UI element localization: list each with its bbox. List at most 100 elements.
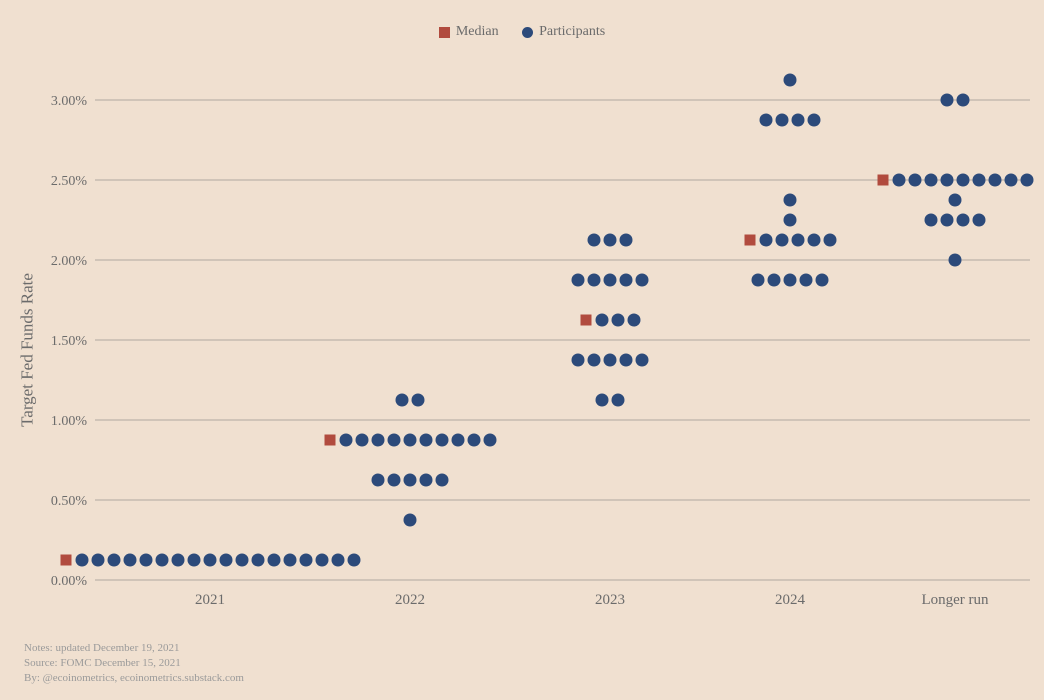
y-axis-label: Target Fed Funds Rate — [17, 273, 37, 427]
median-marker — [325, 435, 336, 446]
participant-dot — [792, 234, 805, 247]
participant-dot — [404, 474, 417, 487]
participant-dot — [340, 434, 353, 447]
participant-dot — [760, 234, 773, 247]
participant-dot — [620, 354, 633, 367]
participant-dot — [604, 234, 617, 247]
y-tick-label: 0.00% — [51, 574, 88, 589]
participant-dot — [949, 194, 962, 207]
participant-dot — [824, 234, 837, 247]
participant-dot — [436, 434, 449, 447]
participant-dot — [156, 554, 169, 567]
participant-dot — [784, 74, 797, 87]
participant-dot — [108, 554, 121, 567]
participant-dot — [92, 554, 105, 567]
participant-dot — [957, 214, 970, 227]
participant-dot — [909, 174, 922, 187]
participant-dot — [436, 474, 449, 487]
participant-dot — [220, 554, 233, 567]
participant-dot — [596, 314, 609, 327]
participant-dot — [760, 114, 773, 127]
participant-dot — [957, 94, 970, 107]
participant-dot — [188, 554, 201, 567]
participant-dot — [973, 214, 986, 227]
participant-dot — [1005, 174, 1018, 187]
participant-dot — [604, 274, 617, 287]
participant-dot — [388, 434, 401, 447]
participant-dot — [372, 474, 385, 487]
participant-dot — [76, 554, 89, 567]
participant-dot — [957, 174, 970, 187]
participant-dot — [420, 474, 433, 487]
participant-dot — [784, 194, 797, 207]
participant-dot — [800, 274, 813, 287]
participant-dot — [140, 554, 153, 567]
participant-dot — [468, 434, 481, 447]
participant-dot — [420, 434, 433, 447]
median-marker — [745, 235, 756, 246]
participant-dot — [332, 554, 345, 567]
participant-dot — [284, 554, 297, 567]
participant-dot — [620, 234, 633, 247]
participant-dot — [989, 174, 1002, 187]
participant-dot — [588, 274, 601, 287]
participant-dot — [636, 274, 649, 287]
participant-dot — [588, 234, 601, 247]
participant-dot — [792, 114, 805, 127]
y-tick-label: 1.50% — [51, 334, 88, 349]
footer-notes: Notes: updated December 19, 2021 Source:… — [24, 641, 244, 686]
plot-area: 0.00% 0.50% 1.00% 1.50% 2.00% 2.50% 3.00% 2021 2… — [0, 0, 1044, 700]
legend: Median Participants — [0, 24, 1044, 43]
participant-dot — [372, 434, 385, 447]
participant-dot — [636, 354, 649, 367]
participant-dot — [236, 554, 249, 567]
participant-dot — [784, 274, 797, 287]
legend-item-median: Median — [439, 24, 499, 40]
participant-dot — [404, 434, 417, 447]
fed-dot-plot-chart: Median Participants Target Fed Funds Rat… — [0, 0, 1044, 700]
participant-dot — [941, 174, 954, 187]
participant-dot — [412, 394, 425, 407]
participant-dot — [628, 314, 641, 327]
participant-dot — [348, 554, 361, 567]
participant-dot — [316, 554, 329, 567]
legend-item-participants: Participants — [522, 24, 605, 40]
participant-dot — [768, 274, 781, 287]
participant-dot — [268, 554, 281, 567]
participant-dot — [596, 394, 609, 407]
median-swatch — [439, 27, 450, 38]
median-marker — [878, 175, 889, 186]
y-tick-label: 3.00% — [51, 94, 88, 109]
participant-dot — [396, 394, 409, 407]
participant-dot — [893, 174, 906, 187]
y-tick-label: 2.50% — [51, 174, 88, 189]
participant-dot — [404, 514, 417, 527]
legend-label: Median — [456, 24, 499, 40]
participant-dot — [172, 554, 185, 567]
footer-line: Notes: updated December 19, 2021 — [24, 641, 244, 656]
participant-dot — [776, 234, 789, 247]
participant-dot — [973, 174, 986, 187]
x-tick-label: 2023 — [595, 592, 625, 608]
median-marker — [581, 315, 592, 326]
x-tick-label: 2024 — [775, 592, 806, 608]
participant-dot — [1021, 174, 1034, 187]
participant-dot — [941, 94, 954, 107]
participant-dot — [452, 434, 465, 447]
participant-dot — [816, 274, 829, 287]
participant-dot — [588, 354, 601, 367]
y-tick-label: 0.50% — [51, 494, 88, 509]
footer-line: Source: FOMC December 15, 2021 — [24, 656, 244, 671]
participant-dot — [572, 354, 585, 367]
participant-dot — [612, 394, 625, 407]
participant-swatch — [522, 27, 533, 38]
x-tick-label: 2021 — [195, 592, 225, 608]
participant-dot — [252, 554, 265, 567]
x-tick-label: Longer run — [921, 592, 989, 608]
y-tick-label: 2.00% — [51, 254, 88, 269]
participant-dot — [356, 434, 369, 447]
participant-dot — [572, 274, 585, 287]
participant-dot — [925, 214, 938, 227]
footer-line: By: @ecoinometrics, ecoinometrics.substa… — [24, 671, 244, 686]
y-tick-label: 1.00% — [51, 414, 88, 429]
